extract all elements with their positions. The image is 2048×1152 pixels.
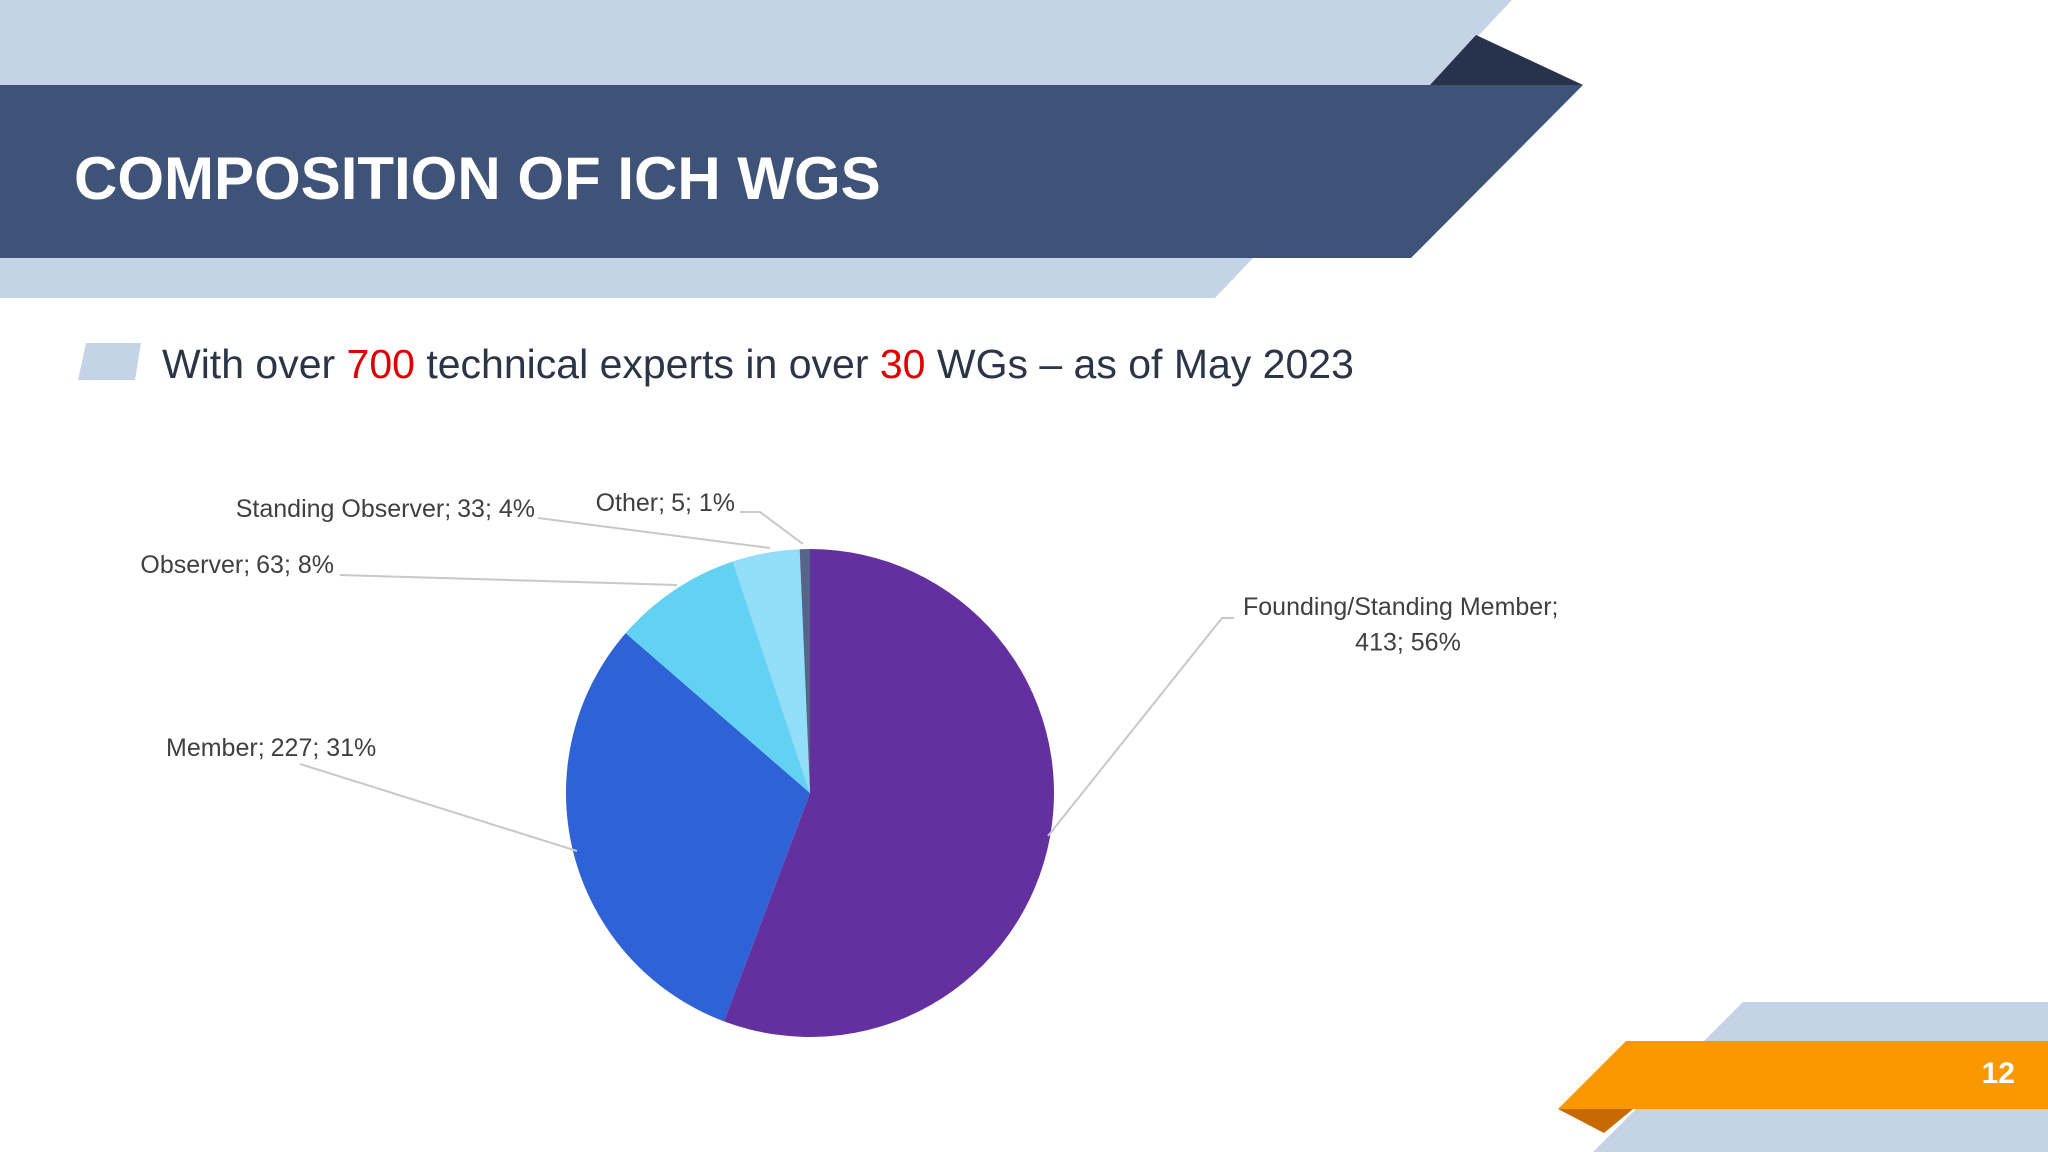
bullet-text: With over 700 technical experts in over … [162, 341, 1354, 387]
data-label: Member; 227; 31% [166, 734, 376, 762]
separator: ; [258, 734, 265, 762]
data-label: Founding/Standing Member; [1243, 593, 1558, 621]
leader-line [740, 511, 804, 545]
footer-fold [1558, 1109, 1633, 1133]
header-band-top [0, 0, 1512, 85]
category-name: Other [596, 489, 659, 517]
data-label: 413; 56% [1355, 629, 1461, 657]
pie-slice [566, 633, 810, 1022]
pie-chart [566, 549, 1054, 1037]
leader-line [299, 763, 578, 852]
separator: ; [444, 495, 451, 523]
footer-ribbon [1558, 1041, 2048, 1109]
category-name: Member [166, 734, 258, 762]
leader-line [1047, 617, 1234, 837]
pie-slice [799, 549, 810, 793]
category-name: Standing Observer [236, 495, 444, 523]
highlight-number: 700 [347, 341, 415, 387]
text-part: technical experts in over [415, 341, 880, 387]
value-label: 33; 4% [457, 495, 535, 523]
data-label: Standing Observer; 33; 4% [236, 495, 535, 523]
header-corner [1430, 35, 1583, 85]
header-band-bottom [0, 258, 1253, 298]
leader-line [339, 574, 678, 586]
separator: ; [243, 551, 250, 579]
pie-slice [732, 549, 810, 793]
separator: ; [658, 489, 665, 517]
header-band [0, 85, 1583, 258]
text-part: With over [162, 341, 347, 387]
pie-slice [625, 561, 810, 793]
data-label: Other; 5; 1% [596, 489, 735, 517]
value-label: 63; 8% [256, 551, 334, 579]
page-number: 12 [1982, 1057, 2015, 1090]
data-label: Observer; 63; 8% [140, 551, 334, 579]
bullet-marker [78, 343, 141, 380]
category-name: Founding/Standing Member [1243, 593, 1552, 621]
category-name: Observer [140, 551, 243, 579]
separator: ; [1552, 593, 1559, 621]
text-part: WGs – as of May 2023 [925, 341, 1353, 387]
pie-slice [723, 549, 1054, 1037]
highlight-number: 30 [880, 341, 926, 387]
value-label: 227; 31% [271, 734, 377, 762]
slide-title: COMPOSITION OF ICH WGS [74, 145, 881, 212]
value-label: 5; 1% [671, 489, 735, 517]
leader-line [537, 517, 771, 549]
